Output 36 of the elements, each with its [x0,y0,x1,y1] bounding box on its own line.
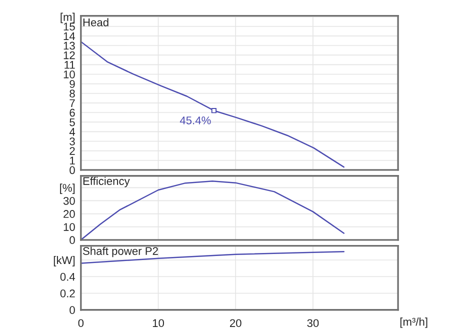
y-tick-label: 10 [64,70,75,78]
y-tick-label: 3 [70,138,75,146]
x-axis-title: [m³/h] [400,318,428,328]
y-tick-label: 1 [70,156,75,164]
y-tick-label: 8 [70,90,75,98]
y-tick-label: 0.4 [60,272,76,281]
y-tick-label: 9 [70,80,75,88]
chart-title: Shaft power P2 [83,246,158,258]
y-tick-label: 0 [70,306,75,314]
annotation: 45.4% [180,116,211,124]
y-tick-label: [kW] [54,256,75,266]
y-tick-label: 12 [64,51,75,60]
x-tick-label: 30 [307,319,319,328]
chart-title: Efficiency [83,176,130,188]
y-tick-label: 0.2 [60,290,75,298]
x-tick-label: 20 [230,319,242,328]
y-tick-label: [%] [60,184,75,194]
y-tick-label: 5 [70,118,75,126]
y-tick-label: 0 [70,166,75,174]
y-tick-label: 14 [64,32,76,40]
y-tick-label: 20 [64,210,75,218]
chart-title: Head [83,18,108,26]
y-tick-label: 10 [64,223,75,231]
y-tick-label: 30 [63,196,75,205]
y-tick-label: 13 [64,42,75,50]
y-tick-label: 4 [69,128,76,136]
x-tick-label: 0 [78,319,84,328]
line-series [80,41,345,168]
y-tick-label: 2 [70,147,75,155]
y-tick-label: 0 [70,236,75,244]
y-tick-label: 7 [70,99,75,107]
y-tick-label: [m] [60,12,75,24]
y-tick-label: 11 [64,61,75,69]
y-tick-label: 15 [64,22,75,31]
x-tick-label: 10 [152,319,164,328]
y-tick-label: 6 [70,108,75,117]
